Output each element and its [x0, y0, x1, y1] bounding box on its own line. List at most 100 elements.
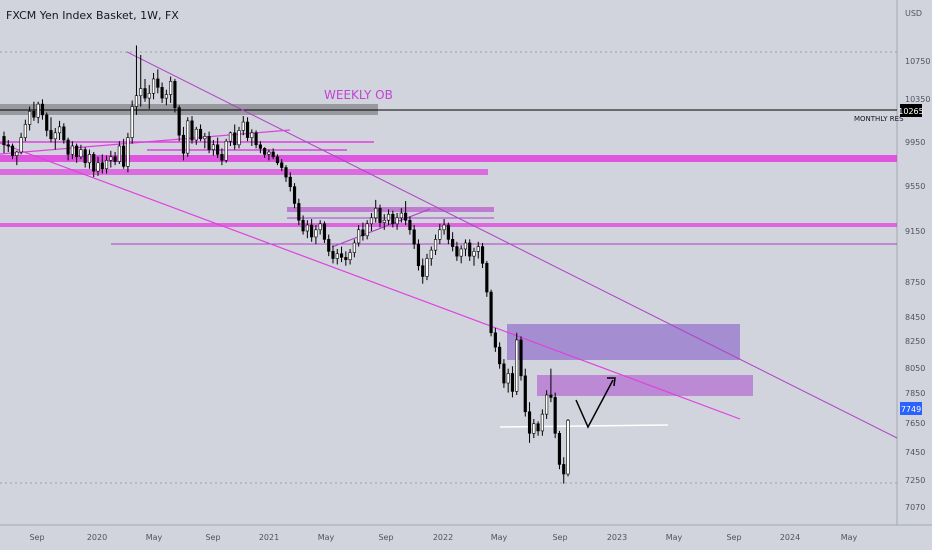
candle-bear[interactable]: [480, 246, 485, 264]
candle-bull[interactable]: [126, 137, 130, 167]
candle-bull[interactable]: [386, 213, 391, 221]
consolidation-zone[interactable]: [287, 207, 494, 212]
candle-bull[interactable]: [374, 207, 378, 219]
candle-bull[interactable]: [545, 394, 549, 415]
candle-bull[interactable]: [357, 229, 361, 244]
candle-bull[interactable]: [109, 156, 113, 161]
resistance-zone-9650[interactable]: [0, 169, 488, 175]
candle-bear[interactable]: [331, 251, 335, 259]
candle-bull[interactable]: [241, 121, 245, 131]
candle-bull[interactable]: [459, 248, 463, 257]
candle-bull[interactable]: [382, 219, 386, 223]
candle-bull[interactable]: [365, 223, 369, 237]
candle-bull[interactable]: [476, 246, 480, 252]
candle-bull[interactable]: [28, 110, 32, 125]
candle-bear[interactable]: [62, 126, 66, 141]
candle-bull[interactable]: [566, 419, 570, 475]
candle-bear[interactable]: [421, 265, 425, 277]
supply-zone-lower[interactable]: [537, 375, 753, 396]
candle-bull[interactable]: [305, 224, 309, 232]
candle-bull[interactable]: [395, 217, 399, 225]
candle-bull[interactable]: [203, 136, 207, 140]
candle-bear[interactable]: [498, 346, 502, 365]
candle-bull[interactable]: [151, 78, 156, 94]
candle-bull[interactable]: [532, 423, 536, 434]
candle-bear[interactable]: [177, 107, 181, 136]
candle-bear[interactable]: [6, 144, 10, 147]
candle-bear[interactable]: [173, 81, 177, 108]
candle-bear[interactable]: [288, 176, 292, 188]
candle-bull[interactable]: [438, 229, 442, 240]
candle-bull[interactable]: [70, 145, 74, 155]
candle-bear[interactable]: [322, 223, 327, 240]
candle-bull[interactable]: [237, 130, 241, 146]
candle-bear[interactable]: [502, 363, 506, 384]
candle-bear[interactable]: [258, 144, 262, 149]
candle-bear[interactable]: [327, 239, 331, 252]
candle-bear[interactable]: [275, 156, 280, 164]
candle-bull[interactable]: [15, 151, 19, 156]
ascending-trendline-left[interactable]: [0, 129, 291, 155]
candle-bear[interactable]: [10, 145, 15, 156]
candle-bull[interactable]: [250, 132, 254, 138]
candle-bull[interactable]: [433, 239, 438, 251]
candle-bear[interactable]: [310, 224, 314, 238]
candle-bear[interactable]: [216, 144, 220, 155]
candle-bear[interactable]: [122, 145, 126, 167]
supply-zone-upper[interactable]: [507, 324, 740, 360]
candle-bull[interactable]: [228, 132, 233, 142]
candle-bull[interactable]: [369, 217, 374, 225]
candle-bull[interactable]: [211, 144, 215, 150]
candle-bull[interactable]: [267, 151, 271, 155]
candle-bear[interactable]: [412, 229, 416, 245]
candle-bull[interactable]: [53, 132, 57, 140]
candle-bull[interactable]: [147, 93, 151, 99]
candle-bear[interactable]: [416, 243, 421, 267]
candle-bull[interactable]: [139, 88, 143, 97]
candle-bull[interactable]: [104, 160, 109, 170]
candle-bull[interactable]: [57, 126, 62, 134]
candle-bear[interactable]: [519, 339, 523, 377]
candle-bear[interactable]: [113, 156, 117, 162]
candle-bear[interactable]: [493, 332, 497, 348]
candle-bear[interactable]: [156, 78, 160, 88]
candle-bear[interactable]: [198, 128, 203, 140]
candle-bull[interactable]: [169, 81, 173, 95]
candle-bear[interactable]: [83, 149, 87, 164]
candle-bull[interactable]: [134, 95, 139, 107]
candle-bear[interactable]: [408, 219, 412, 231]
candle-bull[interactable]: [194, 128, 198, 141]
candle-bear[interactable]: [562, 464, 566, 475]
candle-bull[interactable]: [442, 224, 446, 231]
candle-bear[interactable]: [549, 394, 553, 398]
candle-bear[interactable]: [489, 291, 493, 334]
price-axis[interactable]: 10750 10350 9950 9550 9150 8750 8450 8250 8050 78…: [905, 57, 930, 512]
candle-bear[interactable]: [451, 239, 455, 247]
candle-bear[interactable]: [284, 167, 288, 178]
candle-bear[interactable]: [344, 257, 348, 261]
candle-bear[interactable]: [485, 263, 489, 293]
time-axis[interactable]: Sep 2020 May Sep 2021 May Sep 2022 May Sep 2023 May…: [29, 533, 857, 542]
candle-bear[interactable]: [233, 132, 237, 146]
candle-bear[interactable]: [181, 134, 186, 154]
candle-bull[interactable]: [36, 103, 40, 118]
candle-bear[interactable]: [527, 411, 532, 434]
candle-bear[interactable]: [66, 139, 70, 155]
candle-bull[interactable]: [130, 106, 134, 138]
candle-bear[interactable]: [536, 423, 540, 432]
candle-bear[interactable]: [523, 375, 527, 413]
candle-bear[interactable]: [271, 151, 275, 158]
candle-bear[interactable]: [280, 162, 284, 168]
candle-bear[interactable]: [160, 87, 164, 99]
candle-bear[interactable]: [190, 120, 194, 141]
candle-bear[interactable]: [404, 212, 408, 221]
candle-bear[interactable]: [301, 219, 305, 232]
candle-bull[interactable]: [19, 137, 23, 153]
candle-bull[interactable]: [117, 145, 121, 162]
candle-bull[interactable]: [164, 94, 168, 99]
candle-bull[interactable]: [314, 229, 318, 238]
candle-bear[interactable]: [297, 203, 301, 221]
candle-bear[interactable]: [245, 121, 250, 138]
